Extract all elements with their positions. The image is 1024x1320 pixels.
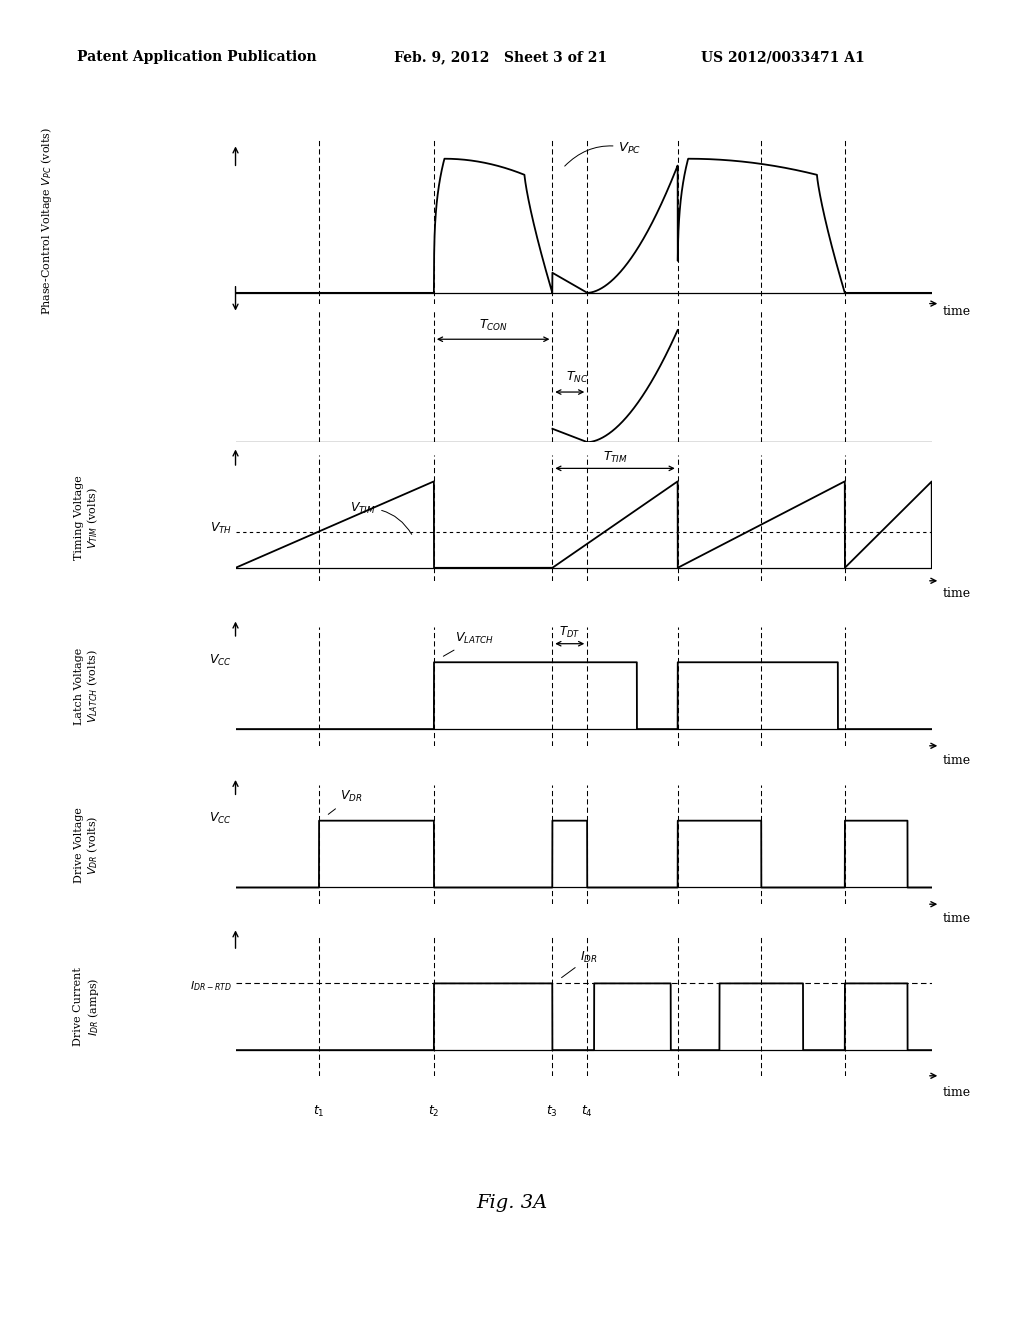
- Text: $V_{TIM}$: $V_{TIM}$: [350, 500, 412, 535]
- Text: $V_{DR}$: $V_{DR}$: [329, 789, 362, 814]
- Text: $T_{DT}$: $T_{DT}$: [559, 624, 581, 640]
- Text: Feb. 9, 2012   Sheet 3 of 21: Feb. 9, 2012 Sheet 3 of 21: [394, 50, 607, 65]
- Text: Latch Voltage
$V_{LATCH}$ (volts): Latch Voltage $V_{LATCH}$ (volts): [74, 648, 100, 725]
- Text: $V_{TH}$: $V_{TH}$: [210, 520, 232, 536]
- Text: $t_1$: $t_1$: [313, 1104, 325, 1118]
- Text: $V_{CC}$: $V_{CC}$: [209, 810, 232, 826]
- Text: $t_3$: $t_3$: [547, 1104, 558, 1118]
- Text: time: time: [942, 587, 971, 599]
- Text: US 2012/0033471 A1: US 2012/0033471 A1: [701, 50, 865, 65]
- Text: Drive Voltage
$V_{DR}$ (volts): Drive Voltage $V_{DR}$ (volts): [74, 807, 100, 883]
- Text: $t_4$: $t_4$: [582, 1104, 593, 1118]
- Text: time: time: [942, 1086, 971, 1100]
- Text: Phase-Control Voltage $V_{PC}$ (volts): Phase-Control Voltage $V_{PC}$ (volts): [39, 127, 53, 315]
- Text: time: time: [942, 912, 971, 925]
- Text: time: time: [942, 305, 971, 318]
- Text: $I_{DR-RTD}$: $I_{DR-RTD}$: [190, 979, 232, 993]
- Text: $V_{LATCH}$: $V_{LATCH}$: [443, 631, 494, 656]
- Text: $V_{CC}$: $V_{CC}$: [209, 652, 232, 668]
- Text: Timing Voltage
$V_{TIM}$ (volts): Timing Voltage $V_{TIM}$ (volts): [74, 475, 100, 561]
- Text: $T_{TIM}$: $T_{TIM}$: [602, 450, 628, 465]
- Text: $I_{DR}$: $I_{DR}$: [561, 950, 598, 978]
- Text: $T_{CON}$: $T_{CON}$: [478, 318, 508, 333]
- Text: Fig. 3A: Fig. 3A: [476, 1193, 548, 1212]
- Text: time: time: [942, 754, 971, 767]
- Text: $V_{PC}$: $V_{PC}$: [564, 141, 642, 166]
- Text: Drive Current
$I_{DR}$ (amps): Drive Current $I_{DR}$ (amps): [74, 968, 100, 1045]
- Text: Patent Application Publication: Patent Application Publication: [77, 50, 316, 65]
- Text: $t_2$: $t_2$: [428, 1104, 439, 1118]
- Text: $T_{NC}$: $T_{NC}$: [565, 371, 588, 385]
